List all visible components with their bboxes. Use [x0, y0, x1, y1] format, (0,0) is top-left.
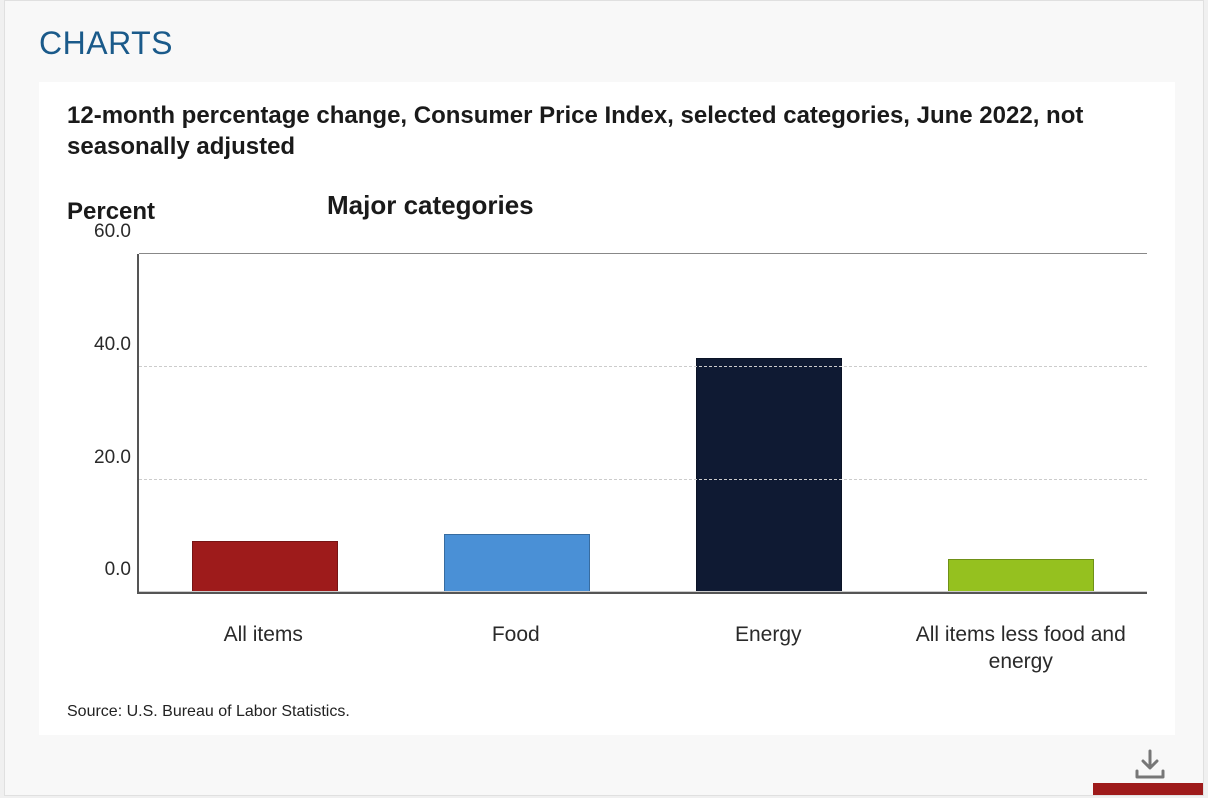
- chart-title: 12-month percentage change, Consumer Pri…: [67, 100, 1147, 162]
- bar[interactable]: [696, 358, 842, 592]
- plot-area: 0.020.040.060.0: [137, 254, 1147, 594]
- bar-slot: [643, 254, 895, 592]
- y-tick-label: 40.0: [77, 334, 131, 356]
- chart-card: 12-month percentage change, Consumer Pri…: [39, 82, 1175, 735]
- y-tick-label: 60.0: [77, 221, 131, 243]
- page-container: CHARTS 12-month percentage change, Consu…: [4, 0, 1204, 796]
- section-heading: CHARTS: [5, 1, 1203, 82]
- x-axis-label: All items: [137, 622, 390, 675]
- gridline: [139, 479, 1147, 480]
- download-zone: [1083, 743, 1203, 795]
- chart-source: Source: U.S. Bureau of Labor Statistics.: [67, 703, 1147, 721]
- download-icon[interactable]: [1133, 749, 1167, 779]
- y-tick-label: 0.0: [77, 559, 131, 581]
- chart-subhead-row: Percent Major categories: [67, 196, 1147, 230]
- bar[interactable]: [444, 534, 590, 593]
- gridline: [139, 253, 1147, 254]
- bar[interactable]: [192, 541, 338, 592]
- bar-slot: [139, 254, 391, 592]
- chart-subtitle: Major categories: [327, 190, 534, 221]
- x-axis-labels: All itemsFoodEnergyAll items less food a…: [67, 622, 1147, 675]
- accent-strip: [1093, 783, 1203, 795]
- gridline: [139, 591, 1147, 592]
- bar-slot: [895, 254, 1147, 592]
- gridline: [139, 366, 1147, 367]
- bar[interactable]: [948, 559, 1094, 592]
- y-tick-label: 20.0: [77, 447, 131, 469]
- x-axis-label: Energy: [642, 622, 895, 675]
- plot-wrap: 0.020.040.060.0: [67, 254, 1147, 614]
- x-axis-label: All items less food and energy: [895, 622, 1148, 675]
- x-axis-label: Food: [390, 622, 643, 675]
- bars-row: [139, 254, 1147, 592]
- bar-slot: [391, 254, 643, 592]
